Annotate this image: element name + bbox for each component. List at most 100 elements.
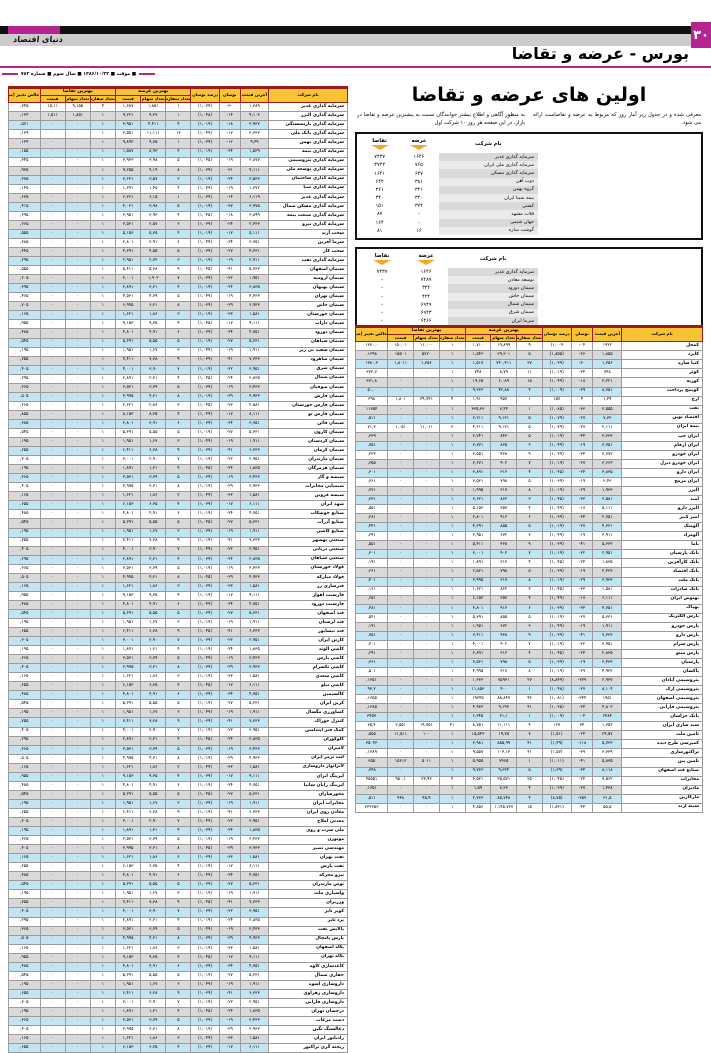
cell-value: ۸	[166, 573, 191, 582]
cell-value: ۱۹-	[219, 564, 240, 573]
cell-value: ۲,۹۵۱	[240, 456, 268, 465]
cell-value: ۳۱۷	[491, 487, 517, 496]
highlight-demand: ۷۴۳۷	[360, 268, 404, 276]
cell-value: ۸,۱۰۴	[593, 686, 622, 695]
cell-value: ۹,۳۳۴	[491, 767, 517, 776]
cell-value: ۱۸-	[219, 121, 240, 130]
cell-value: ۰	[65, 266, 90, 275]
cell-value: ۳,۴۳	[593, 478, 622, 487]
cell-value: ۱,۶۲۱	[116, 582, 141, 591]
cell-value: ۱۹-	[571, 532, 593, 541]
cell-value: ۰	[65, 808, 90, 817]
cell-value: ۳,۸۷۷	[240, 157, 268, 166]
cell-value: ۵	[517, 478, 543, 487]
cell-value: ۰	[65, 419, 90, 428]
cell-value: ۴,۵۳۱	[116, 293, 141, 302]
cell-value: ۶,۱۱۱	[240, 863, 268, 872]
cell-value: ۱۵,۱۱	[40, 103, 65, 112]
cell-value: ۳,۷۷۳	[593, 450, 622, 459]
cell-value: ۷	[166, 456, 191, 465]
cell-value: ۰	[65, 211, 90, 220]
cell-company: معادن روی ایران	[269, 808, 348, 817]
cell-company: پارس مینو	[622, 649, 703, 658]
cell-value: ۳,۷۹	[141, 474, 166, 483]
cell-value: ۵	[166, 293, 191, 302]
cell-value: ۳,۷۹	[141, 836, 166, 845]
cell-value: ۳۴-	[219, 239, 240, 248]
cell-value: ۹۵۵,	[9, 953, 41, 962]
cell-value: ۳,۰۰۱	[465, 550, 491, 559]
cell-value: ۳۴۹-	[571, 677, 593, 686]
cell-value: (۱,۰۱۹)	[191, 121, 219, 130]
cell-value: ۱	[90, 528, 115, 537]
cell-value: ۳۸۵,	[9, 239, 41, 248]
cell-value: ۰	[65, 618, 90, 627]
cell-value: (۱,۰۴۹)	[191, 347, 219, 356]
cell-value: ۰	[40, 1026, 65, 1035]
cell-company: پارس خودرو	[622, 622, 703, 631]
cell-value: ۴,۰۳۱	[116, 202, 141, 211]
cell-value: ۳,۶۳۱	[116, 175, 141, 184]
cell-value: (۱,۰۱۹)	[191, 257, 219, 266]
cell-value: ۳,۹۵۱	[240, 727, 268, 736]
cell-value: ۱	[439, 631, 465, 640]
cell-value: ۳,۴۳۳	[240, 383, 268, 392]
cell-value: (۱,۰۴۹)	[191, 709, 219, 718]
cell-value: ۱	[90, 365, 115, 374]
cell-value: ۰	[414, 550, 440, 559]
cell-value: ۲۷-	[571, 459, 593, 468]
cell-value: ۰	[65, 718, 90, 727]
cell-value: ۰	[388, 649, 414, 658]
cell-value: ۰	[40, 202, 65, 211]
cell-value: ۱	[90, 799, 115, 808]
cell-value: (۱,۰۴۸)	[191, 112, 219, 121]
cell-value: ۱۹۵,	[9, 709, 41, 718]
cell-value: ۰	[414, 658, 440, 667]
highlight-company: سرمایه گذاری غدیر	[439, 153, 538, 161]
cell-value: ۳,۹۱۱	[593, 532, 622, 541]
dateline-dash-left	[2, 73, 18, 75]
cell-value: ۰	[65, 845, 90, 854]
cell-value: ۰	[40, 863, 65, 872]
cell-value: ۰	[40, 808, 65, 817]
cell-value: ۱۹-	[219, 528, 240, 537]
cell-company: کمک فنر ایندامین	[269, 727, 348, 736]
section-title: بورس - عرضه و تقاضا	[512, 44, 689, 63]
cell-value: ۶,۱۵۳	[116, 863, 141, 872]
cell-value: ۴,۷۵۱	[593, 604, 622, 613]
cell-value: ۶۴۸۴	[593, 713, 622, 722]
cell-value: ۳,۹۵۱	[240, 908, 268, 917]
cell-value: ۱,۹۵۱	[465, 622, 491, 631]
cell-value: ۳	[166, 980, 191, 989]
cell-value: ۲۰۵,	[9, 275, 41, 284]
cell-value: ۱	[439, 387, 465, 396]
cell-value: ۰	[388, 414, 414, 423]
cell-value: ۵۵,۵	[593, 803, 622, 812]
cell-value: ۰	[40, 917, 65, 926]
cell-value: ۱,۸۹۱	[116, 465, 141, 474]
cell-value: ۰	[65, 555, 90, 564]
cell-value: ۵	[166, 745, 191, 754]
cell-value: ۲۲-	[219, 727, 240, 736]
cell-value: ۱	[90, 808, 115, 817]
cell-value: ۱	[90, 275, 115, 284]
cell-value: (۱,۰۴۵)	[542, 496, 571, 505]
cell-value: ۱	[90, 537, 115, 546]
cell-value: (۱,۰۱۹)	[191, 1026, 219, 1035]
cell-value: ۹۱۳	[491, 514, 517, 523]
cell-value: ۰	[65, 166, 90, 175]
cell-value: ۶	[166, 962, 191, 971]
cell-value: ۱۹۳۴۵	[465, 695, 491, 704]
cell-value: ۱۳۸۹,	[356, 749, 388, 758]
cell-value: ۵	[166, 428, 191, 437]
cell-value: ۸	[517, 577, 543, 586]
